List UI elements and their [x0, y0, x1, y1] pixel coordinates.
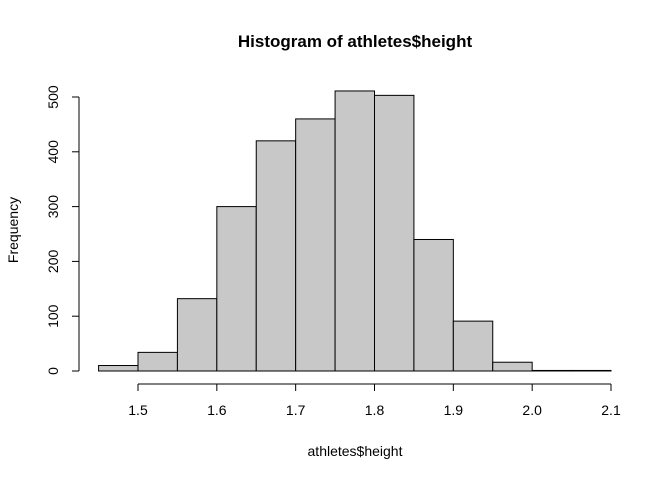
histogram-bar-10	[492, 361, 533, 372]
histogram-bar-5	[295, 118, 336, 372]
x-tick-label: 1.8	[365, 402, 385, 418]
y-tick-label: 500	[45, 85, 61, 109]
histogram-bar-8	[413, 238, 454, 372]
x-tick-label: 2.0	[522, 402, 542, 418]
x-axis-label: athletes$height	[308, 443, 403, 459]
y-axis: 0 100 200 300 400 500	[45, 85, 80, 375]
histogram-bar-4	[255, 140, 297, 372]
histogram-bar-6	[334, 90, 376, 372]
histogram-bar-0	[98, 365, 139, 372]
x-axis: 1.5 1.6 1.7 1.8 1.9 2.0 2.1	[128, 383, 621, 418]
chart-title: Histogram of athletes$height	[238, 32, 473, 51]
y-axis-label: Frequency	[5, 197, 21, 263]
x-tick-label: 1.7	[286, 402, 306, 418]
y-tick-label: 0	[45, 367, 61, 375]
x-tick-label: 2.1	[601, 402, 621, 418]
histogram-bar-12	[571, 369, 612, 372]
histogram-bar-11	[531, 369, 573, 372]
y-tick-label: 400	[45, 140, 61, 164]
bars-group	[98, 90, 612, 372]
y-tick-label: 100	[45, 304, 61, 328]
histogram-bar-2	[176, 298, 218, 372]
histogram-bar-3	[216, 206, 257, 372]
y-tick-label: 200	[45, 250, 61, 274]
y-tick-label: 300	[45, 195, 61, 219]
x-tick-label: 1.9	[444, 402, 464, 418]
x-tick-label: 1.6	[207, 402, 227, 418]
histogram-bar-9	[452, 320, 494, 372]
histogram-bar-7	[374, 94, 415, 372]
x-tick-label: 1.5	[128, 402, 148, 418]
histogram-bar-1	[137, 351, 178, 372]
